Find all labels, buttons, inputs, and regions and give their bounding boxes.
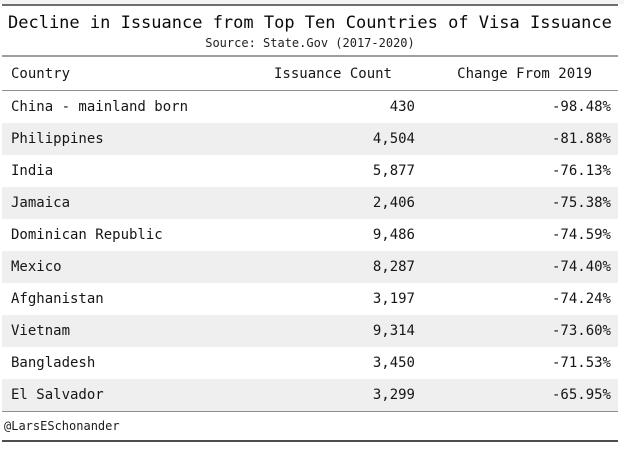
cell-country: Philippines	[11, 131, 104, 147]
cell-change-from-2019: -65.95%	[551, 387, 611, 403]
top-margin-strip	[0, 0, 624, 4]
cell-issuance-count: 430	[389, 99, 415, 115]
table-row: Philippines 4,504 -81.88%	[2, 123, 618, 155]
cell-country: Afghanistan	[11, 291, 104, 307]
data-table: Country Issuance Count Change From 2019 …	[2, 55, 618, 412]
col-header-country: Country	[2, 56, 265, 91]
cell-issuance-count: 9,486	[372, 227, 415, 243]
cell-issuance-count: 2,406	[372, 195, 415, 211]
cell-change-from-2019: -76.13%	[551, 163, 611, 179]
cell-issuance-count: 9,314	[372, 323, 415, 339]
cell-country: Vietnam	[11, 323, 71, 339]
cell-change-from-2019: -74.59%	[551, 227, 611, 243]
table-row: El Salvador 3,299 -65.95%	[2, 379, 618, 412]
cell-country: China - mainland born	[11, 99, 189, 115]
col-header-change-from-2019: Change From 2019	[415, 56, 618, 91]
cell-change-from-2019: -75.38%	[551, 195, 611, 211]
table-row: Mexico 8,287 -74.40%	[2, 251, 618, 283]
cell-country: El Salvador	[11, 387, 104, 403]
table-title: Decline in Issuance from Top Ten Countri…	[8, 13, 612, 33]
table-row: Jamaica 2,406 -75.38%	[2, 187, 618, 219]
cell-issuance-count: 3,197	[372, 291, 415, 307]
cell-country: Bangladesh	[11, 355, 96, 371]
table-row: China - mainland born 430 -98.48%	[2, 91, 618, 124]
table-footer-handle: @LarsESchonander	[2, 412, 618, 442]
cell-change-from-2019: -98.48%	[551, 99, 611, 115]
cell-change-from-2019: -71.53%	[551, 355, 611, 371]
table-row: Afghanistan 3,197 -74.24%	[2, 283, 618, 315]
visa-issuance-table: Decline in Issuance from Top Ten Countri…	[2, 4, 618, 442]
col-header-issuance-count: Issuance Count	[265, 56, 415, 91]
cell-issuance-count: 5,877	[372, 163, 415, 179]
cell-country: India	[11, 163, 54, 179]
table-row: India 5,877 -76.13%	[2, 155, 618, 187]
cell-issuance-count: 4,504	[372, 131, 415, 147]
cell-issuance-count: 3,450	[372, 355, 415, 371]
cell-issuance-count: 8,287	[372, 259, 415, 275]
cell-country: Jamaica	[11, 195, 71, 211]
cell-change-from-2019: -74.24%	[551, 291, 611, 307]
header-row: Country Issuance Count Change From 2019	[2, 56, 618, 91]
cell-country: Dominican Republic	[11, 227, 163, 243]
cell-country: Mexico	[11, 259, 62, 275]
cell-change-from-2019: -73.60%	[551, 323, 611, 339]
table-row: Bangladesh 3,450 -71.53%	[2, 347, 618, 379]
cell-change-from-2019: -81.88%	[551, 131, 611, 147]
table-row: Vietnam 9,314 -73.60%	[2, 315, 618, 347]
cell-change-from-2019: -74.40%	[551, 259, 611, 275]
table-subtitle: Source: State.Gov (2017-2020)	[205, 36, 415, 50]
table-row: Dominican Republic 9,486 -74.59%	[2, 219, 618, 251]
cell-issuance-count: 3,299	[372, 387, 415, 403]
